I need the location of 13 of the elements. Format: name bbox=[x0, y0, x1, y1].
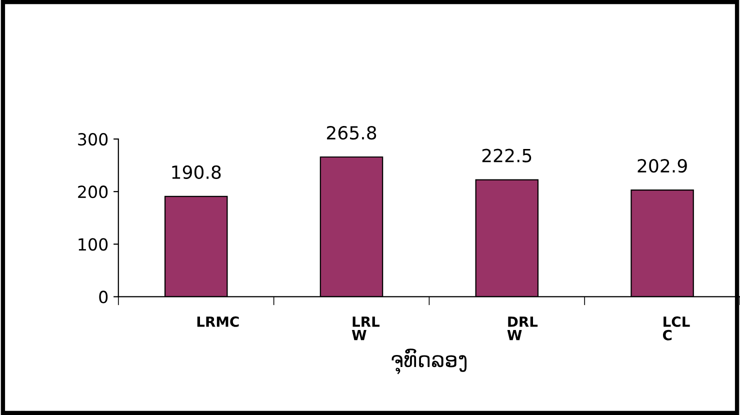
data-label: 222.5 bbox=[482, 148, 532, 162]
y-tick-label: 0 bbox=[99, 290, 108, 304]
x-tick-label: LRL W bbox=[352, 316, 380, 340]
x-axis-title: ຈຸທົດລອງ bbox=[392, 348, 467, 374]
x-tick-label: LRMC bbox=[197, 316, 239, 327]
x-tick-label: DRL W bbox=[507, 316, 538, 340]
y-tick-label: 100 bbox=[78, 238, 108, 251]
data-label: 265.8 bbox=[326, 126, 376, 140]
data-label: 190.8 bbox=[172, 165, 221, 180]
data-label: 202.9 bbox=[638, 159, 687, 173]
y-tick-label: 200 bbox=[78, 186, 108, 198]
y-tick-label: 300 bbox=[78, 132, 108, 146]
x-tick-label: LCL C bbox=[662, 316, 690, 340]
